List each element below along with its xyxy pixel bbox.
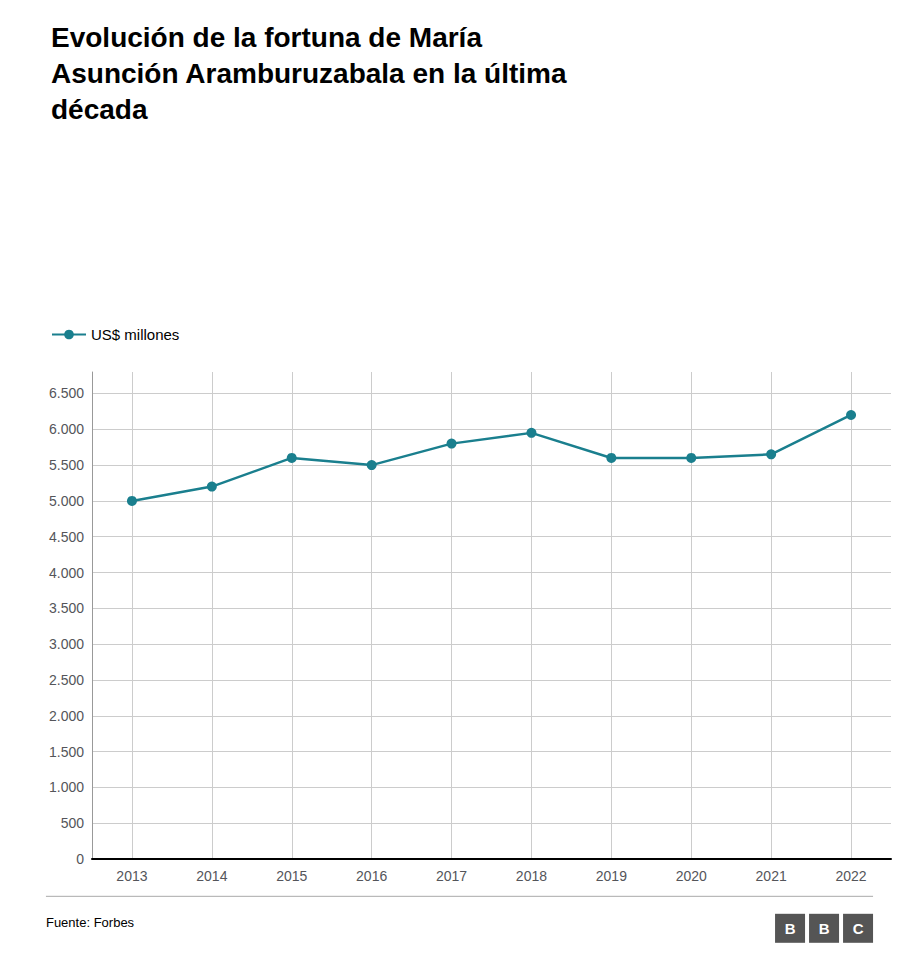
- svg-text:2013: 2013: [116, 868, 147, 884]
- svg-text:US$ millones: US$ millones: [91, 326, 179, 343]
- svg-text:0: 0: [76, 851, 84, 867]
- svg-text:2022: 2022: [835, 868, 866, 884]
- svg-text:Evolución de la fortuna de Mar: Evolución de la fortuna de María: [51, 22, 482, 53]
- svg-text:Fuente: Forbes: Fuente: Forbes: [46, 915, 135, 930]
- svg-text:década: década: [51, 94, 148, 125]
- svg-text:4.500: 4.500: [49, 529, 84, 545]
- svg-text:2019: 2019: [596, 868, 627, 884]
- svg-text:5.000: 5.000: [49, 493, 84, 509]
- svg-text:2.000: 2.000: [49, 708, 84, 724]
- svg-text:2.500: 2.500: [49, 672, 84, 688]
- svg-text:1.500: 1.500: [49, 744, 84, 760]
- svg-text:C: C: [853, 920, 864, 937]
- svg-text:6.500: 6.500: [49, 385, 84, 401]
- svg-text:1.000: 1.000: [49, 779, 84, 795]
- svg-text:2021: 2021: [756, 868, 787, 884]
- svg-text:Asunción Aramburuzabala en la: Asunción Aramburuzabala en la última: [51, 58, 567, 89]
- svg-text:2017: 2017: [436, 868, 467, 884]
- svg-text:3.500: 3.500: [49, 600, 84, 616]
- svg-text:4.000: 4.000: [49, 565, 84, 581]
- svg-text:5.500: 5.500: [49, 457, 84, 473]
- svg-text:2016: 2016: [356, 868, 387, 884]
- svg-text:2014: 2014: [196, 868, 227, 884]
- svg-text:6.000: 6.000: [49, 421, 84, 437]
- svg-text:2018: 2018: [516, 868, 547, 884]
- svg-text:3.000: 3.000: [49, 636, 84, 652]
- svg-text:500: 500: [61, 815, 85, 831]
- svg-text:B: B: [819, 920, 830, 937]
- svg-text:2015: 2015: [276, 868, 307, 884]
- svg-text:B: B: [785, 920, 796, 937]
- svg-text:2020: 2020: [676, 868, 707, 884]
